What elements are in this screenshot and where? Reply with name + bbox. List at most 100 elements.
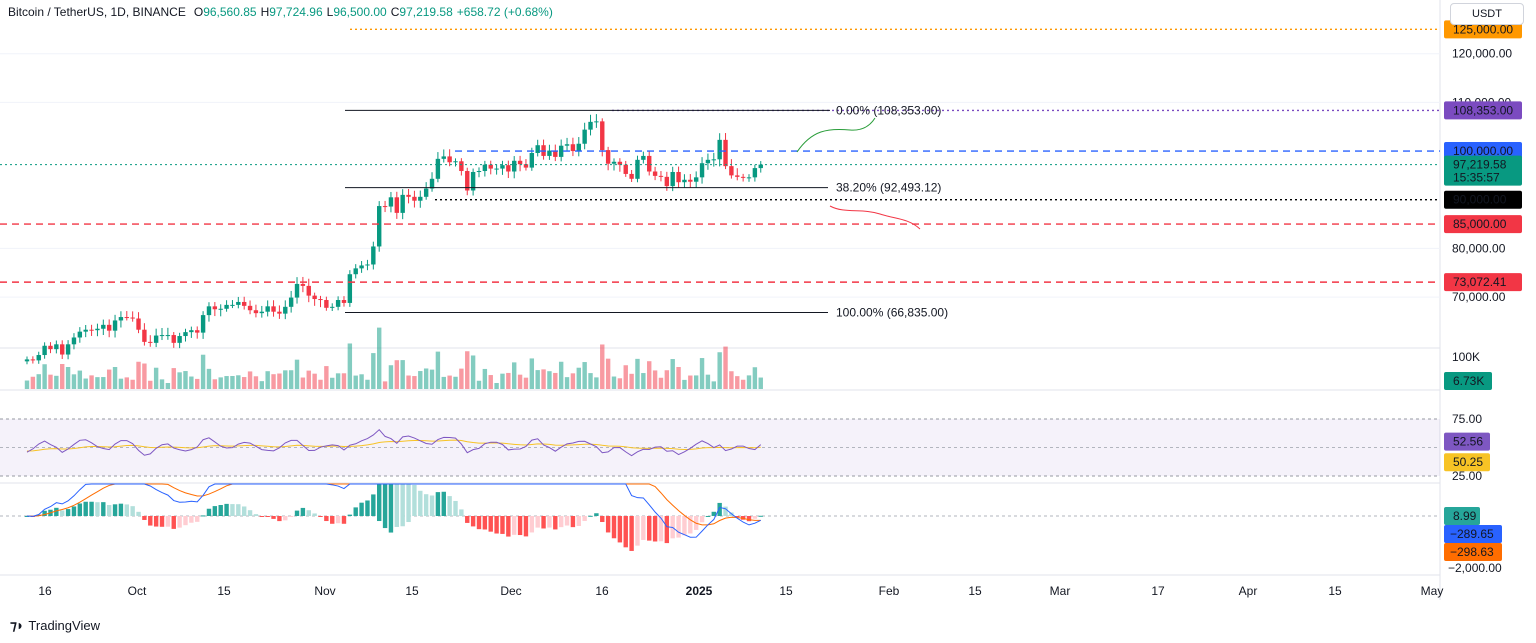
fib-level-label: 0.00% (108,353.00) [836,103,941,117]
macd-hist-bar [494,516,499,534]
volume-bar [517,374,523,389]
volume-bar [682,379,687,389]
volume-bar [688,375,693,389]
fib-level-label: 38.20% (92,493.12) [836,181,941,195]
volume-bar [547,371,552,389]
candle-body [353,268,358,275]
volume-bar [529,358,535,389]
candle-body [699,163,705,178]
candle-body [324,300,329,308]
candle-body [365,264,370,266]
candle-body [711,159,716,161]
volume-bar [740,379,746,389]
candle-body [453,161,458,163]
open-key: O [193,5,204,19]
volume-bar [277,373,282,389]
candle-body [236,301,241,305]
macd-hist-bar [60,510,65,516]
macd-hist-bar [118,503,124,516]
volume-bar [664,370,670,389]
rsi-ma-badge [1444,453,1490,472]
macd-hist-bar [89,501,94,516]
candle-body [283,306,288,314]
macd-hist-bar [553,516,558,530]
volume-bar [746,375,752,389]
macd-hist-bar [570,516,576,528]
candle-body [470,171,476,191]
macd-hist-bar [95,502,100,516]
open-value: 96,560.85 [203,5,257,19]
macd-hist-bar [758,515,763,517]
bearish-projection [829,205,921,230]
candle-body [582,129,587,144]
price-badge-label: 73,072.41 [1453,275,1507,289]
macd-hist-bar [447,496,452,516]
macd-hist-bar [635,516,640,546]
macd-hist-bar [365,500,370,516]
candle-body [300,283,306,286]
candle-body [394,197,400,213]
volume-bar [523,377,529,389]
volume-bar [600,344,605,389]
volume-bar [159,379,165,389]
macd-hist-bar [42,510,47,516]
time-axis-tick: 15 [217,584,231,598]
candle-body [330,306,335,308]
macd-hist-bar [735,516,740,517]
candle-body [429,178,435,189]
macd-hist-bar [412,484,417,516]
macd-signal-badge-label: −298.63 [1450,545,1494,559]
volume-bar [447,375,452,389]
candle-body [65,344,71,355]
macd-hist-bar [676,516,681,538]
candle-body [605,150,611,164]
volume-bar [300,377,306,389]
candle-body [306,285,311,296]
macd-hist-bar [682,516,687,536]
candle-body [377,206,382,247]
volume-bar [106,369,112,389]
volume-bar [418,371,423,389]
macd-badge-label: −289.65 [1450,527,1494,541]
rsi-axis-tick: 75.00 [1452,412,1482,426]
volume-bar [183,371,188,389]
volume-bar [611,376,617,389]
volume-bar [658,377,664,389]
candle-body [629,173,634,179]
symbol-title[interactable]: Bitcoin / TetherUS, 1D, BINANCE [8,5,186,19]
macd-hist-bar [512,516,517,535]
volume-bar [148,380,153,389]
candle-body [124,317,129,319]
candle-body [318,299,323,301]
candle-body [95,328,100,331]
macd-hist-bar [306,510,311,516]
macd-badge [1444,525,1502,543]
volume-bar [635,358,640,389]
time-axis-tick: Feb [879,584,900,598]
rsi-badge-label: 52.56 [1453,435,1483,449]
macd-hist-bar [283,516,288,521]
volume-bar [42,364,47,389]
tradingview-logo[interactable]: ⁊◗ TradingView [10,617,100,634]
price-badge [1444,190,1522,209]
macd-hist-bar [723,506,728,516]
volume-bar [723,346,728,389]
macd-hist-bar [688,516,693,534]
candle-body [153,335,159,343]
macd-hist-bar [83,501,88,516]
candle-body [535,145,540,153]
macd-histogram [24,484,763,551]
macd-hist-bar [441,491,446,516]
volume-bar [318,379,323,389]
volume-bar [647,361,652,389]
time-axis-tick: Oct [128,584,147,598]
candle-body [512,160,517,172]
macd-hist-bar [153,516,159,527]
macd-hist-bar [253,514,259,516]
candle-body [423,188,429,197]
currency-button[interactable]: USDT [1450,3,1524,25]
macd-hist-bar [576,516,581,527]
volume-bar [24,380,30,389]
volume-bar [488,375,493,389]
